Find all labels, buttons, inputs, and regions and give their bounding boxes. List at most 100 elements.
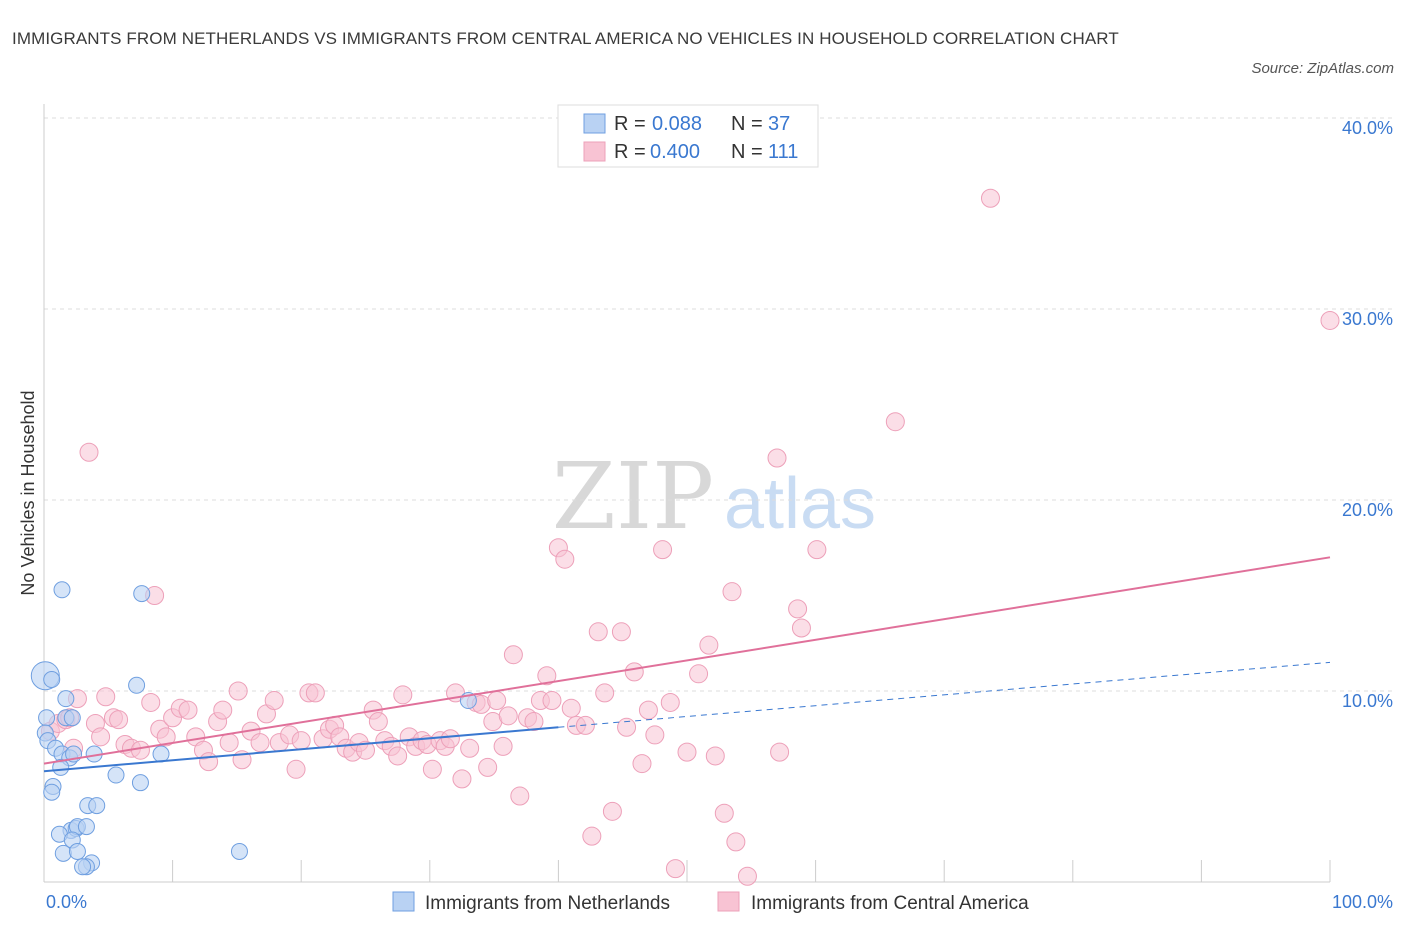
point-central-america: [291, 731, 311, 751]
point-central-america: [726, 832, 746, 852]
point-central-america: [788, 599, 808, 619]
point-central-america: [178, 700, 198, 720]
point-central-america: [286, 759, 306, 779]
point-central-america: [305, 683, 325, 703]
point-netherlands: [133, 585, 151, 603]
trend-line-netherlands: [43, 726, 559, 773]
point-central-america: [498, 706, 518, 726]
point-central-america: [767, 448, 787, 468]
point-central-america: [141, 692, 161, 712]
point-netherlands: [57, 690, 75, 708]
point-central-america: [980, 188, 1000, 208]
point-netherlands: [152, 745, 170, 763]
point-central-america: [91, 727, 111, 747]
point-central-america: [478, 757, 498, 777]
point-central-america: [199, 752, 219, 772]
point-central-america: [595, 683, 615, 703]
correlation-legend: R = 0.088 N = 37 R = 0.400 N = 111: [557, 104, 819, 168]
point-central-america: [250, 733, 270, 753]
point-netherlands: [43, 783, 61, 801]
series-legend-swatch-netherlands: [392, 891, 415, 912]
point-central-america: [582, 826, 602, 846]
point-central-america: [109, 710, 129, 730]
point-netherlands: [54, 844, 72, 862]
point-central-america: [96, 687, 116, 707]
point-central-america: [452, 769, 472, 789]
x-tick-label: 0.0%: [46, 892, 87, 912]
point-central-america: [645, 725, 665, 745]
point-netherlands: [128, 676, 146, 694]
point-netherlands: [63, 709, 81, 727]
point-central-america: [356, 740, 375, 760]
point-central-america: [722, 582, 742, 602]
point-central-america: [537, 666, 557, 686]
point-central-america: [79, 442, 99, 462]
watermark-zip: ZIP: [552, 443, 714, 550]
point-netherlands: [53, 581, 71, 599]
y-tick-label: 10.0%: [1342, 691, 1393, 711]
point-netherlands: [230, 842, 248, 860]
point-central-america: [460, 738, 480, 758]
point-central-america: [770, 742, 790, 762]
point-central-america: [510, 786, 530, 806]
gridlines: [44, 117, 1396, 692]
y-axis-label: No Vehicles in Household: [18, 390, 38, 595]
point-central-america: [503, 645, 523, 665]
point-netherlands: [68, 842, 86, 860]
point-central-america: [588, 622, 608, 642]
y-tick-label: 30.0%: [1342, 309, 1393, 329]
series-legend-label-central-america: Immigrants from Central America: [751, 893, 1029, 914]
point-central-america: [611, 622, 631, 642]
point-central-america: [213, 700, 233, 720]
point-central-america: [264, 691, 284, 711]
axes: [43, 104, 1331, 883]
point-central-america: [219, 733, 239, 753]
point-central-america: [807, 540, 827, 560]
point-netherlands: [88, 797, 106, 815]
legend-swatch-netherlands: [583, 113, 606, 134]
point-central-america: [493, 736, 513, 756]
point-netherlands: [131, 774, 149, 792]
point-central-america: [699, 635, 719, 655]
point-central-america: [368, 712, 388, 732]
point-central-america: [632, 754, 652, 774]
point-central-america: [228, 681, 248, 701]
legend-r-value-1: 0.088: [652, 113, 702, 135]
y-tick-label: 40.0%: [1342, 118, 1393, 138]
point-central-america: [705, 746, 725, 766]
point-central-america: [388, 746, 408, 766]
point-central-america: [660, 692, 680, 712]
point-central-america: [791, 618, 811, 638]
point-central-america: [624, 662, 644, 682]
point-central-america: [714, 803, 734, 823]
point-netherlands: [77, 818, 95, 836]
point-central-america: [555, 549, 575, 569]
point-central-america: [689, 664, 709, 684]
point-central-america: [885, 412, 905, 432]
series-legend-label-netherlands: Immigrants from Netherlands: [425, 893, 670, 914]
legend-r-label-1: R =: [614, 113, 646, 135]
trend-line-central-america: [43, 556, 1331, 765]
series-legend: Immigrants from Netherlands Immigrants f…: [392, 891, 1029, 914]
legend-swatch-central-america: [583, 141, 606, 162]
point-central-america: [617, 717, 637, 737]
point-central-america: [440, 729, 460, 749]
point-central-america: [737, 866, 757, 886]
point-central-america: [422, 759, 442, 779]
chart-title: IMMIGRANTS FROM NETHERLANDS VS IMMIGRANT…: [12, 29, 1119, 48]
y-tick-label: 20.0%: [1342, 500, 1393, 520]
point-central-america: [1320, 310, 1340, 330]
series-legend-swatch-central-america: [717, 891, 740, 912]
trend-lines: [43, 556, 1331, 773]
tick-labels: 10.0% 20.0% 30.0% 40.0% 0.0% 100.0%: [46, 118, 1393, 912]
point-central-america: [130, 740, 150, 760]
point-central-america: [487, 691, 507, 711]
point-central-america: [602, 801, 622, 821]
trend-extension-netherlands: [558, 661, 1331, 728]
point-central-america: [665, 859, 685, 879]
point-central-america: [561, 698, 581, 718]
legend-r-label-2: R =: [614, 141, 646, 163]
point-central-america: [638, 700, 658, 720]
point-central-america: [542, 691, 562, 711]
